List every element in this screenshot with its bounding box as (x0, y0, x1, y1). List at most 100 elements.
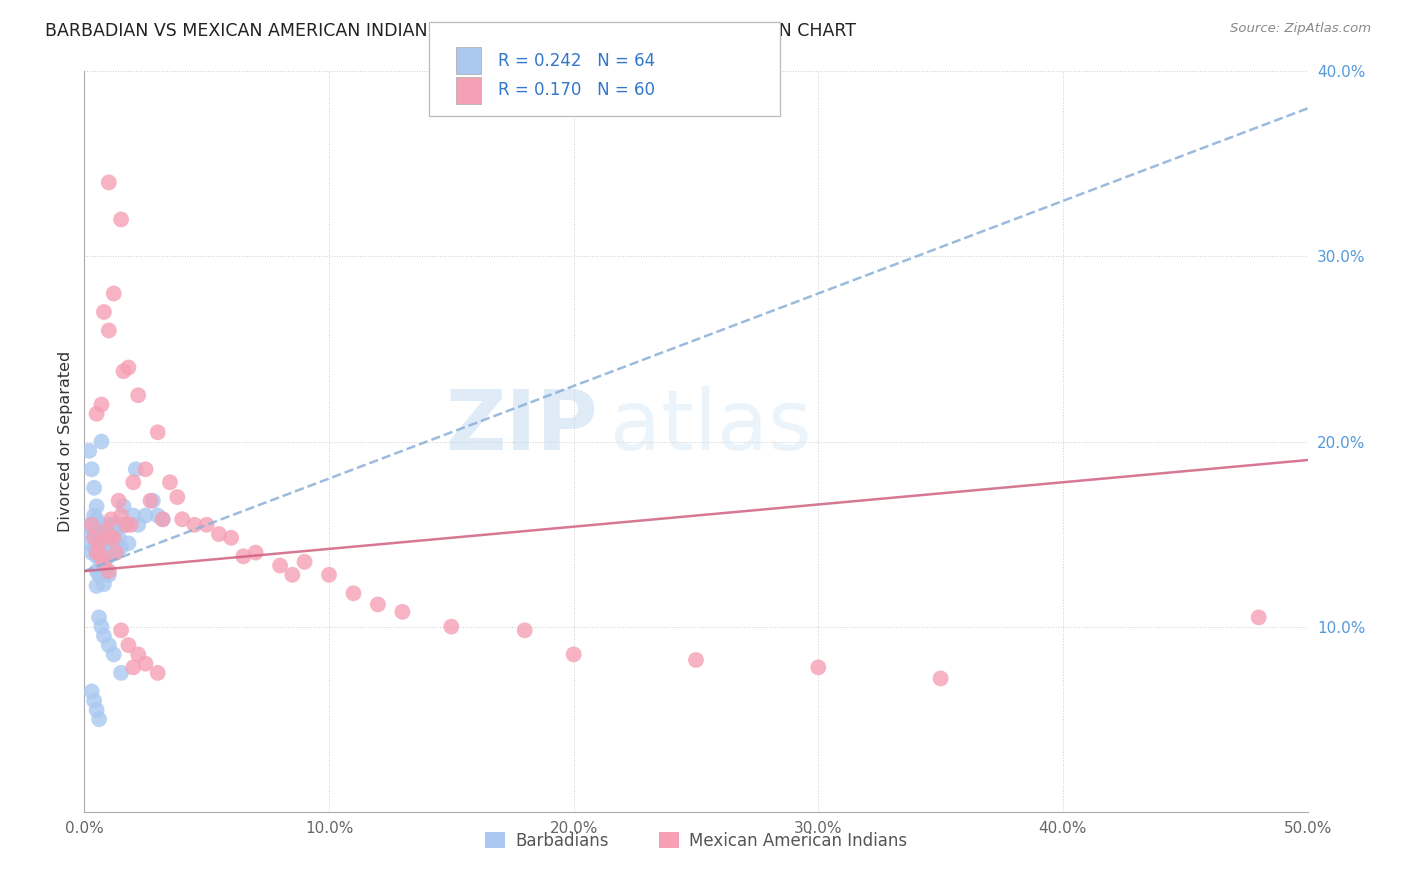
Point (90, 524, 112, 538)
Point (96, 524, 118, 538)
Point (152, 512, 174, 526)
Point (97, 533, 120, 547)
Point (97, 531, 120, 545)
Point (142, 493, 165, 508)
Point (125, 462, 148, 476)
Point (97, 549, 120, 564)
Point (87, 517, 110, 532)
Point (117, 360, 139, 375)
Point (152, 512, 174, 526)
Point (97, 517, 120, 532)
Point (86, 579, 108, 593)
Point (110, 624, 132, 638)
Point (139, 493, 162, 508)
Point (135, 508, 157, 523)
Point (391, 605, 413, 619)
Point (219, 531, 242, 545)
Point (166, 490, 188, 504)
Point (115, 517, 138, 532)
Point (86, 531, 108, 545)
Point (100, 545, 122, 560)
Point (440, 619, 463, 633)
Point (83, 694, 105, 708)
Point (90, 619, 112, 633)
Point (96, 531, 118, 545)
Point (90, 549, 112, 564)
Point (80, 527, 103, 541)
Point (93, 527, 115, 541)
Point (87, 533, 110, 547)
Point (86, 407, 108, 421)
Point (127, 517, 149, 532)
Point (93, 555, 115, 569)
Point (208, 527, 231, 541)
Point (80, 462, 103, 476)
Point (93, 541, 115, 556)
Point (929, 672, 952, 686)
Point (103, 540, 125, 554)
Point (294, 555, 316, 569)
Point (80, 684, 103, 698)
Point (367, 598, 389, 612)
Point (97, 564, 120, 578)
Point (100, 512, 122, 526)
Point (146, 425, 169, 440)
Point (90, 398, 112, 412)
Point (90, 558, 112, 573)
Point (342, 586, 364, 600)
Point (110, 212, 132, 227)
Point (77, 536, 100, 550)
Point (122, 508, 145, 523)
Point (107, 493, 129, 508)
Point (318, 567, 340, 582)
Point (83, 481, 105, 495)
Point (97, 324, 120, 338)
Point (135, 657, 157, 671)
Text: R = 0.170   N = 60: R = 0.170 N = 60 (498, 81, 655, 99)
Point (110, 508, 132, 523)
Point (269, 558, 291, 573)
Point (172, 512, 194, 526)
Point (87, 536, 110, 550)
Point (87, 712, 110, 726)
Point (87, 549, 110, 564)
Point (83, 531, 105, 545)
Point (562, 648, 585, 662)
Point (97, 175, 120, 190)
Point (86, 549, 108, 564)
Point (146, 508, 169, 523)
Point (122, 475, 145, 490)
Point (87, 567, 110, 582)
Point (112, 500, 135, 514)
Text: ZIP: ZIP (446, 386, 598, 467)
Point (96, 564, 118, 578)
Point (96, 545, 118, 560)
Point (105, 545, 128, 560)
Point (93, 629, 115, 643)
Point (83, 524, 105, 538)
Point (110, 540, 132, 554)
Point (117, 638, 139, 652)
Point (86, 703, 108, 717)
Point (107, 531, 129, 545)
Text: Source: ZipAtlas.com: Source: ZipAtlas.com (1230, 22, 1371, 36)
Point (127, 648, 149, 662)
Point (159, 475, 181, 490)
Point (80, 517, 103, 532)
Point (86, 500, 108, 514)
Point (103, 531, 125, 545)
Point (105, 524, 128, 538)
Point (83, 540, 105, 554)
Point (103, 286, 125, 301)
Point (1247, 610, 1270, 624)
Point (103, 517, 125, 532)
Point (97, 638, 120, 652)
Point (281, 567, 304, 582)
Text: R = 0.242   N = 64: R = 0.242 N = 64 (498, 52, 655, 70)
Point (195, 517, 218, 532)
Point (232, 549, 254, 564)
Legend: Barbadians, Mexican American Indians: Barbadians, Mexican American Indians (478, 825, 914, 856)
Point (807, 660, 830, 674)
Point (90, 434, 112, 449)
Point (77, 517, 100, 532)
